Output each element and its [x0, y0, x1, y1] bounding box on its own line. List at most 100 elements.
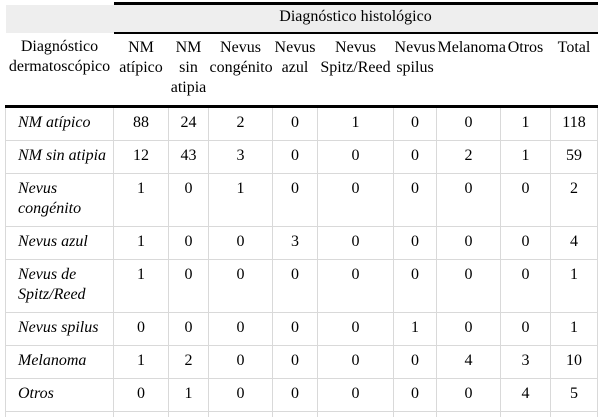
column-header-4: Nevus Spitz/Reed [317, 33, 394, 108]
cell-value: 0 [168, 226, 209, 260]
cell-value: 1 [317, 411, 394, 417]
cell-value: 1 [550, 259, 598, 313]
cell-value: 0 [393, 226, 437, 260]
cell-value: 0 [436, 378, 501, 412]
table-row: Nevus congénito 1 0 1 0 0 0 0 0 2 [5, 173, 598, 227]
cell-value: 0 [500, 226, 551, 260]
cell-value: 0 [393, 140, 437, 174]
cell-value: 0 [168, 259, 209, 313]
cell-value: 0 [500, 173, 551, 227]
dermatoscopic-diagnosis-header: Diagnóstico dermatoscópico [5, 33, 114, 108]
cell-value: 0 [317, 173, 394, 227]
cell-value: 118 [550, 106, 598, 141]
table-header: Diagnóstico histológico Diagnóstico derm… [5, 2, 598, 108]
cell-value: 0 [272, 312, 318, 346]
cell-value: 0 [393, 106, 437, 141]
cell-value: 1 [550, 312, 598, 346]
cell-value: 4 [500, 378, 551, 412]
column-header-8: Total [550, 33, 598, 108]
cell-value: 1 [113, 345, 169, 379]
cell-value: 1 [393, 312, 437, 346]
cell-value: 0 [317, 345, 394, 379]
cell-value: 1 [317, 106, 394, 141]
cell-value: 0 [317, 312, 394, 346]
column-header-1: NM sin atipia [168, 33, 209, 108]
table-row: Nevus de Spitz/Reed 1 0 0 0 0 0 0 0 1 [5, 259, 598, 313]
cell-value: 0 [272, 140, 318, 174]
cell-value: 1 [113, 173, 169, 227]
cell-value: 0 [208, 259, 273, 313]
cell-value: 12 [113, 140, 169, 174]
cell-value: 0 [208, 312, 273, 346]
cell-value: 1 [113, 259, 169, 313]
cell-value: 2 [436, 140, 501, 174]
diagnosis-cross-table: Diagnóstico histológico Diagnóstico derm… [5, 2, 598, 417]
cell-value: 1 [393, 411, 437, 417]
cell-value: 200 [550, 411, 598, 417]
column-header-row: Diagnóstico dermatoscópico NM atípico NM … [5, 33, 598, 108]
cell-value: 0 [272, 378, 318, 412]
cell-value: 9 [500, 411, 551, 417]
cell-value: 0 [272, 106, 318, 141]
cell-value: 6 [208, 411, 273, 417]
cell-value: 5 [550, 378, 598, 412]
column-header-0: NM atípico [113, 33, 169, 108]
cell-value: 0 [500, 312, 551, 346]
cell-value: 0 [168, 173, 209, 227]
table-row: Total10470631169200 [5, 411, 598, 417]
row-label: NM sin atipia [5, 140, 114, 174]
cell-value: 0 [272, 345, 318, 379]
column-header-2: Nevus congénito [208, 33, 273, 108]
row-label: Nevus de Spitz/Reed [5, 259, 114, 313]
cell-value: 0 [208, 345, 273, 379]
cell-value: 59 [550, 140, 598, 174]
row-label: Melanoma [5, 345, 114, 379]
cell-value: 0 [317, 378, 394, 412]
cell-value: 0 [393, 345, 437, 379]
cell-value: 0 [317, 259, 394, 313]
table-row: NM atípico 88 24 2 0 1 0 0 1 118 [5, 106, 598, 141]
table-body: NM atípico 88 24 2 0 1 0 0 1 118 NM sin atipia 12 43… [5, 106, 598, 417]
cell-value: 0 [436, 106, 501, 141]
row-label: Nevus congénito [5, 173, 114, 227]
column-header-3: Nevus azul [272, 33, 318, 108]
table-row: Nevus spilus 0 0 0 0 0 1 0 0 1 [5, 312, 598, 346]
cell-value: 43 [168, 140, 209, 174]
cell-value: 3 [272, 411, 318, 417]
histologic-diagnosis-header: Diagnóstico histológico [113, 2, 598, 34]
column-header-7: Otros [500, 33, 551, 108]
cell-value: 1 [500, 140, 551, 174]
cell-value: 3 [500, 345, 551, 379]
cell-value: 0 [272, 173, 318, 227]
cell-value: 2 [550, 173, 598, 227]
row-label: Otros [5, 378, 114, 412]
cell-value: 88 [113, 106, 169, 141]
cell-value: 0 [393, 173, 437, 227]
cell-value: 0 [436, 312, 501, 346]
cell-value: 0 [208, 378, 273, 412]
row-label: Total [5, 411, 114, 417]
cell-value: 2 [168, 345, 209, 379]
cell-value: 0 [272, 259, 318, 313]
cell-value: 0 [393, 259, 437, 313]
table-row: Otros 0 1 0 0 0 0 0 4 5 [5, 378, 598, 412]
column-header-5: Nevus spilus [393, 33, 437, 108]
cell-value: 0 [208, 226, 273, 260]
cell-value: 1 [208, 173, 273, 227]
cell-value: 4 [550, 226, 598, 260]
cell-value: 0 [113, 312, 169, 346]
cell-value: 104 [113, 411, 169, 417]
cell-value: 0 [500, 259, 551, 313]
table-row: NM sin atipia 12 43 3 0 0 0 2 1 59 [5, 140, 598, 174]
row-label: NM atípico [5, 106, 114, 141]
cell-value: 0 [436, 259, 501, 313]
cell-value: 0 [436, 226, 501, 260]
cell-value: 0 [317, 140, 394, 174]
cell-value: 3 [208, 140, 273, 174]
cell-value: 6 [436, 411, 501, 417]
table-row: Melanoma 1 2 0 0 0 0 4 3 10 [5, 345, 598, 379]
cell-value: 0 [436, 173, 501, 227]
top-header-row: Diagnóstico histológico [5, 2, 598, 34]
cell-value: 2 [208, 106, 273, 141]
